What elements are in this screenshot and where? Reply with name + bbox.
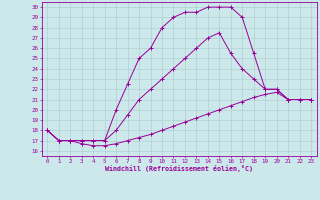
- X-axis label: Windchill (Refroidissement éolien,°C): Windchill (Refroidissement éolien,°C): [105, 165, 253, 172]
